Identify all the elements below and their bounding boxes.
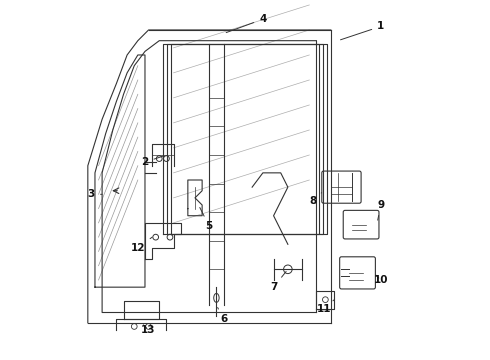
Text: 11: 11 — [317, 300, 334, 314]
Text: 4: 4 — [226, 14, 267, 33]
Text: 2: 2 — [141, 156, 164, 167]
FancyBboxPatch shape — [322, 171, 361, 203]
Text: 13: 13 — [141, 325, 156, 335]
Text: 5: 5 — [200, 207, 213, 231]
Text: 12: 12 — [130, 237, 152, 253]
Text: 9: 9 — [377, 200, 384, 220]
Text: 10: 10 — [373, 275, 388, 285]
FancyBboxPatch shape — [340, 257, 375, 289]
Text: 3: 3 — [88, 189, 102, 199]
Text: 7: 7 — [270, 271, 286, 292]
FancyBboxPatch shape — [343, 210, 379, 239]
Text: 6: 6 — [218, 307, 227, 324]
Text: 8: 8 — [309, 193, 321, 206]
Text: 1: 1 — [341, 21, 384, 40]
